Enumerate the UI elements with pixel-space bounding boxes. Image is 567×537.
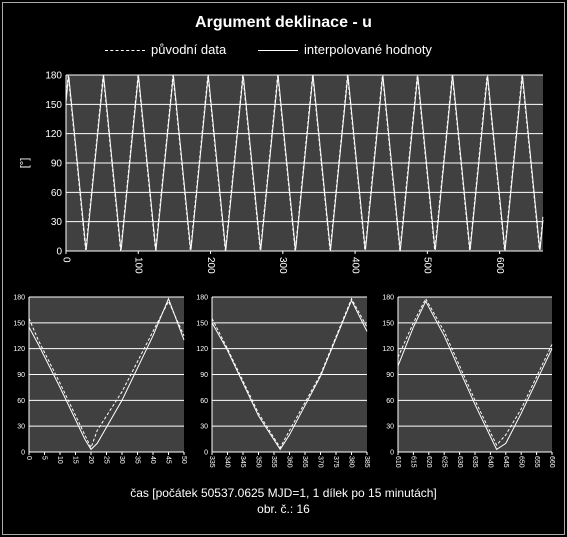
y-tick-label: 120 [13,346,25,353]
y-tick-label: 60 [17,398,25,405]
chart-zoom-middle: 0 30 60 90 120 150 180 335 340 345 350 355 360 365 370… [196,294,370,467]
y-axis-label: [°] [19,158,31,169]
y-tick-label: 90 [200,372,208,379]
legend-swatch-solid [258,50,298,52]
x-tick-label: 620 [425,456,432,468]
x-tick-label: 300 [277,257,288,274]
x-tick-label: 380 [348,456,355,468]
y-tick-label: 0 [204,449,208,456]
legend-item-interpolated: interpolované hodnoty [258,42,432,57]
x-tick-label: 345 [239,456,246,468]
x-tick-label: 350 [255,456,262,468]
y-tick-label: 0 [390,449,394,456]
x-tick-label: 650 [517,456,524,468]
series-interpolated [211,299,368,451]
y-tick-label: 120 [382,346,394,353]
x-tick-label: 50 [180,456,187,464]
x-tick-label: 625 [440,456,447,468]
y-tick-label: 180 [196,294,208,301]
x-tick-label: 30 [118,456,125,464]
x-tick-label: 645 [502,456,509,468]
series-interpolated [28,297,185,451]
y-tick-label: 0 [56,247,62,258]
x-tick-label: 500 [422,257,433,274]
x-tick-label: 385 [363,456,370,468]
chart-zoom-left: 0 30 60 90 120 150 180 0 5 10 15 20 25 30 35 40 45 50 [13,294,187,463]
footer: čas [počátek 50537.0625 MJD=1, 1 dílek p… [0,485,567,517]
y-tick-label: 120 [45,129,62,140]
series-original [211,297,368,449]
x-tick-label: 35 [134,456,141,464]
series-interpolated [65,74,544,251]
x-tick-label: 200 [205,257,216,274]
y-tick-label: 0 [21,449,25,456]
legend-label-interpolated: interpolované hodnoty [304,42,432,57]
y-tick-label: 150 [196,320,208,327]
y-tick-label: 30 [386,424,394,431]
legend-label-original: původní data [151,42,227,57]
y-tick-label: 150 [382,320,394,327]
x-axis-caption: čas [počátek 50537.0625 MJD=1, 1 dílek p… [130,486,437,500]
y-tick-label: 180 [382,294,394,301]
x-tick-label: 100 [133,257,144,274]
x-tick-label: 45 [165,456,172,464]
y-tick-label: 60 [200,398,208,405]
figure-number: obr. č.: 16 [257,502,310,516]
chart-title: Argument deklinace - u [195,14,372,31]
series-interpolated [397,300,553,451]
x-tick-label: 25 [103,456,110,464]
x-tick-label: 370 [317,456,324,468]
x-tick-label: 15 [72,456,79,464]
legend-item-original: původní data [105,42,226,57]
legend-swatch-dashed [105,50,145,52]
x-tick-label: 365 [301,456,308,468]
x-tick-label: 10 [56,456,63,464]
y-tick-label: 150 [13,320,25,327]
x-tick-label: 375 [332,456,339,468]
y-tick-label: 60 [386,398,394,405]
y-tick-label: 180 [13,294,25,301]
x-tick-label: 655 [533,456,540,468]
x-tick-label: 40 [149,456,156,464]
x-tick-label: 0 [25,456,32,460]
x-tick-label: 355 [270,456,277,468]
x-tick-label: 630 [456,456,463,468]
y-tick-label: 90 [386,372,394,379]
x-tick-label: 610 [394,456,401,468]
x-tick-label: 400 [349,257,360,274]
x-tick-label: 615 [410,456,417,468]
x-tick-label: 600 [494,257,505,274]
series-original [397,297,553,446]
y-tick-label: 30 [200,424,208,431]
x-tick-label: 660 [548,456,555,468]
legend: původní data interpolované hodnoty [0,42,567,60]
x-tick-label: 360 [286,456,293,468]
chart-zoom-right: 0 30 60 90 120 150 180 610 615 620 625 630 635 640 645… [382,294,555,467]
x-tick-label: 635 [471,456,478,468]
x-tick-label: 20 [87,456,94,464]
y-tick-label: 60 [51,188,63,199]
x-tick-label: 640 [487,456,494,468]
y-tick-label: 30 [17,424,25,431]
x-tick-label: 340 [224,456,231,468]
x-tick-label: 5 [41,456,48,460]
y-tick-label: 120 [196,346,208,353]
y-tick-label: 90 [17,372,25,379]
y-tick-label: 90 [51,159,63,170]
y-tick-label: 180 [45,71,62,82]
x-tick-label: 335 [208,456,215,468]
y-tick-label: 150 [45,100,62,111]
chart-main: 0 30 60 90 120 150 180 0 100 200 300 400 500 600 [°] [19,71,544,274]
x-tick-label: 0 [60,257,71,263]
y-tick-label: 30 [51,217,63,228]
